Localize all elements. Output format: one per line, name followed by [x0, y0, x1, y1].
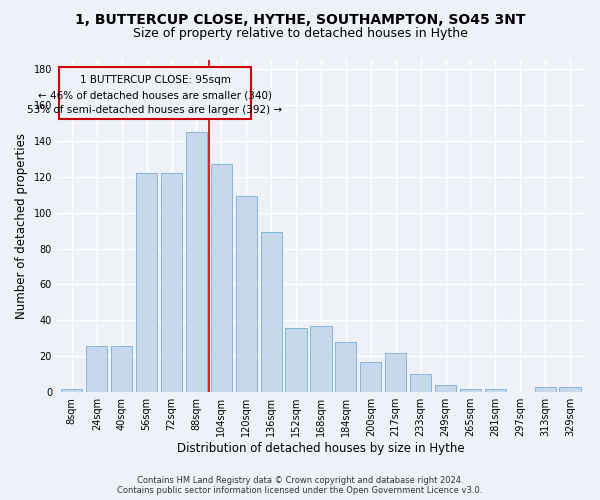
- Bar: [86, 346, 107, 392]
- Text: Contains HM Land Registry data © Crown copyright and database right 2024.
Contai: Contains HM Land Registry data © Crown c…: [118, 476, 482, 495]
- Bar: [535, 387, 556, 392]
- FancyBboxPatch shape: [59, 67, 251, 120]
- Text: 53% of semi-detached houses are larger (392) →: 53% of semi-detached houses are larger (…: [28, 105, 283, 115]
- Text: Size of property relative to detached houses in Hythe: Size of property relative to detached ho…: [133, 28, 467, 40]
- Bar: [260, 232, 282, 392]
- Bar: [310, 326, 332, 392]
- Bar: [335, 342, 356, 392]
- Bar: [161, 173, 182, 392]
- Text: 1, BUTTERCUP CLOSE, HYTHE, SOUTHAMPTON, SO45 3NT: 1, BUTTERCUP CLOSE, HYTHE, SOUTHAMPTON, …: [75, 12, 525, 26]
- Bar: [485, 388, 506, 392]
- Bar: [360, 362, 382, 392]
- Bar: [559, 387, 581, 392]
- Y-axis label: Number of detached properties: Number of detached properties: [15, 133, 28, 319]
- Bar: [186, 132, 207, 392]
- Bar: [286, 328, 307, 392]
- Bar: [410, 374, 431, 392]
- Bar: [61, 388, 82, 392]
- Bar: [236, 196, 257, 392]
- Bar: [136, 173, 157, 392]
- Bar: [385, 352, 406, 392]
- Bar: [211, 164, 232, 392]
- Bar: [111, 346, 132, 392]
- Text: 1 BUTTERCUP CLOSE: 95sqm: 1 BUTTERCUP CLOSE: 95sqm: [80, 76, 230, 86]
- X-axis label: Distribution of detached houses by size in Hythe: Distribution of detached houses by size …: [177, 442, 465, 455]
- Bar: [435, 385, 456, 392]
- Text: ← 46% of detached houses are smaller (340): ← 46% of detached houses are smaller (34…: [38, 90, 272, 101]
- Bar: [460, 388, 481, 392]
